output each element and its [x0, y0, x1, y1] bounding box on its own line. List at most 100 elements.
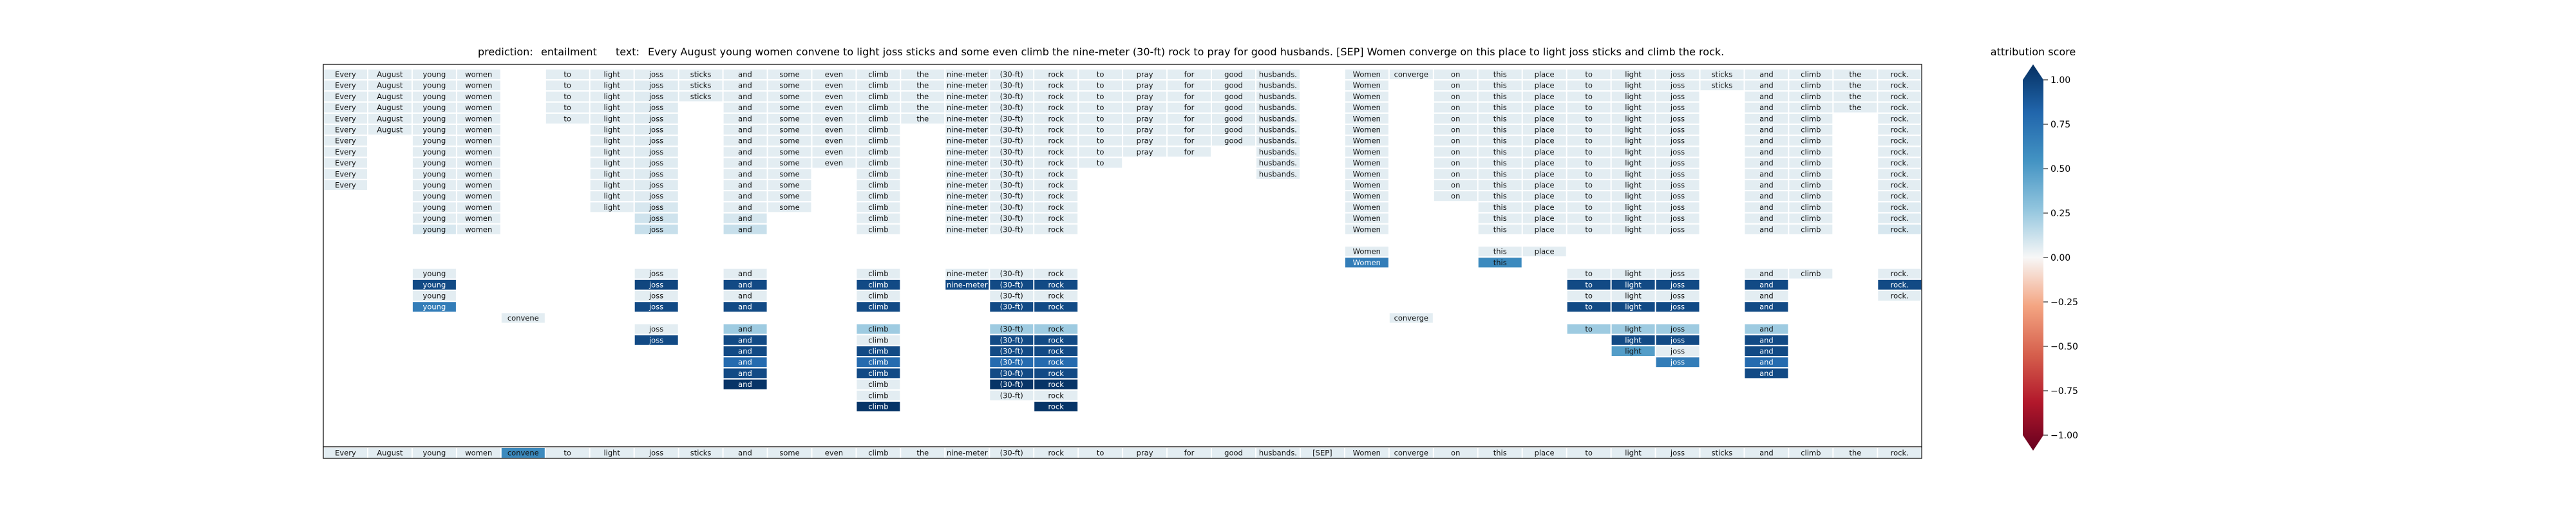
- heatmap-cell: [1611, 324, 1655, 334]
- heatmap-label: good: [1224, 136, 1243, 145]
- heatmap-label: place: [1535, 103, 1555, 112]
- heatmap-label: and: [738, 92, 752, 101]
- heatmap-cell: [1345, 258, 1388, 268]
- heatmap-label: place: [1535, 192, 1555, 201]
- heatmap-cell: [1522, 247, 1566, 257]
- heatmap-cell: [723, 113, 767, 124]
- heatmap-label: nine-meter: [947, 192, 988, 201]
- heatmap-cell: [1034, 180, 1078, 190]
- heatmap-label: rock.: [1891, 280, 1909, 289]
- heatmap-label: light: [1625, 92, 1642, 101]
- heatmap-label: rock: [1048, 92, 1064, 101]
- heatmap-label: Women: [1353, 169, 1381, 178]
- heatmap-label: light: [1625, 347, 1642, 356]
- heatmap-cell: [412, 91, 456, 102]
- colorbar-tick-label: 1.00: [2050, 75, 2070, 86]
- input-token-label: joss: [649, 449, 663, 458]
- heatmap-cell: [1478, 224, 1522, 234]
- input-token-label: August: [377, 449, 403, 458]
- heatmap-cell: [634, 125, 678, 135]
- heatmap-cell: [723, 180, 767, 190]
- heatmap-cell: [812, 113, 856, 124]
- heatmap-cell: [723, 91, 767, 102]
- heatmap-cell: [990, 125, 1034, 135]
- heatmap-label: Women: [1353, 225, 1381, 234]
- input-token-cell: [1079, 448, 1122, 458]
- heatmap-label: converge: [1394, 314, 1428, 323]
- heatmap-cell: [1345, 202, 1388, 212]
- heatmap-label: joss: [649, 103, 663, 112]
- heatmap-cell: [412, 279, 456, 290]
- heatmap-label: and: [1759, 158, 1774, 167]
- heatmap-label: joss: [1670, 158, 1685, 167]
- heatmap-cell: [857, 147, 900, 157]
- heatmap-cell: [1478, 202, 1522, 212]
- heatmap-label: young: [423, 292, 446, 301]
- heatmap-label: and: [738, 347, 752, 356]
- heatmap-cell: [945, 125, 989, 135]
- heatmap-cell: [1434, 91, 1477, 102]
- heatmap-label: some: [779, 103, 799, 112]
- heatmap-label: light: [1625, 292, 1642, 301]
- heatmap-label: joss: [1670, 136, 1685, 145]
- heatmap-label: joss: [649, 70, 663, 79]
- heatmap-cell: [1345, 147, 1388, 157]
- heatmap-label: and: [1759, 369, 1774, 378]
- heatmap-cell: [634, 158, 678, 168]
- heatmap-cell: [412, 224, 456, 234]
- heatmap-label: climb: [868, 70, 888, 79]
- heatmap-cell: [590, 191, 634, 201]
- heatmap-label: young: [423, 225, 446, 234]
- heatmap-label: the: [1849, 70, 1861, 79]
- input-token-label: good: [1224, 449, 1243, 458]
- heatmap-label: this: [1493, 258, 1507, 267]
- heatmap-cell: [634, 169, 678, 179]
- heatmap-label: for: [1184, 92, 1195, 101]
- heatmap-label: joss: [649, 158, 663, 167]
- heatmap-cell: [1034, 279, 1078, 290]
- heatmap-cell: [857, 402, 900, 411]
- heatmap-label: husbands.: [1259, 92, 1297, 101]
- input-token-cell: [1256, 448, 1300, 458]
- heatmap-label: rock: [1048, 324, 1064, 333]
- heatmap-label: Women: [1353, 203, 1381, 212]
- heatmap-cell: [945, 91, 989, 102]
- heatmap-cell: [1034, 379, 1078, 389]
- heatmap-cell: [1168, 70, 1211, 79]
- heatmap-label: climb: [868, 402, 888, 411]
- heatmap-label: sticks: [690, 70, 712, 79]
- heatmap-label: joss: [1670, 92, 1685, 101]
- heatmap-cell: [1345, 113, 1388, 124]
- heatmap-cell: [590, 202, 634, 212]
- heatmap-label: (30-ft): [1000, 324, 1023, 333]
- input-token-label: pray: [1137, 449, 1153, 458]
- heatmap-label: climb: [868, 169, 888, 178]
- input-token-cell: [768, 448, 811, 458]
- heatmap-label: rock.: [1891, 126, 1909, 135]
- heatmap-cell: [990, 180, 1034, 190]
- heatmap-label: place: [1535, 225, 1555, 234]
- heatmap-cell: [457, 158, 500, 168]
- heatmap-cell: [1567, 302, 1611, 312]
- heatmap-label: joss: [1670, 303, 1685, 312]
- heatmap-cell: [990, 224, 1034, 234]
- input-token-label: to: [564, 449, 571, 458]
- heatmap-label: (30-ft): [1000, 203, 1023, 212]
- heatmap-cell: [990, 368, 1034, 379]
- heatmap-cell: [1034, 136, 1078, 146]
- heatmap-cell: [1878, 91, 1922, 102]
- heatmap-cell: [412, 302, 456, 312]
- heatmap-label: (30-ft): [1000, 380, 1023, 389]
- heatmap-label: August: [377, 81, 403, 90]
- heatmap-cell: [945, 158, 989, 168]
- input-token-label: rock: [1048, 449, 1064, 458]
- heatmap-cell: [368, 91, 412, 102]
- heatmap-label: August: [377, 126, 403, 135]
- heatmap-label: on: [1451, 114, 1460, 123]
- heatmap-label: joss: [1670, 292, 1685, 301]
- input-token-cell: [857, 448, 900, 458]
- heatmap-label: and: [738, 324, 752, 333]
- input-token-label: sticks: [690, 449, 712, 458]
- heatmap-label: rock.: [1891, 269, 1909, 278]
- heatmap-label: (30-ft): [1000, 292, 1023, 301]
